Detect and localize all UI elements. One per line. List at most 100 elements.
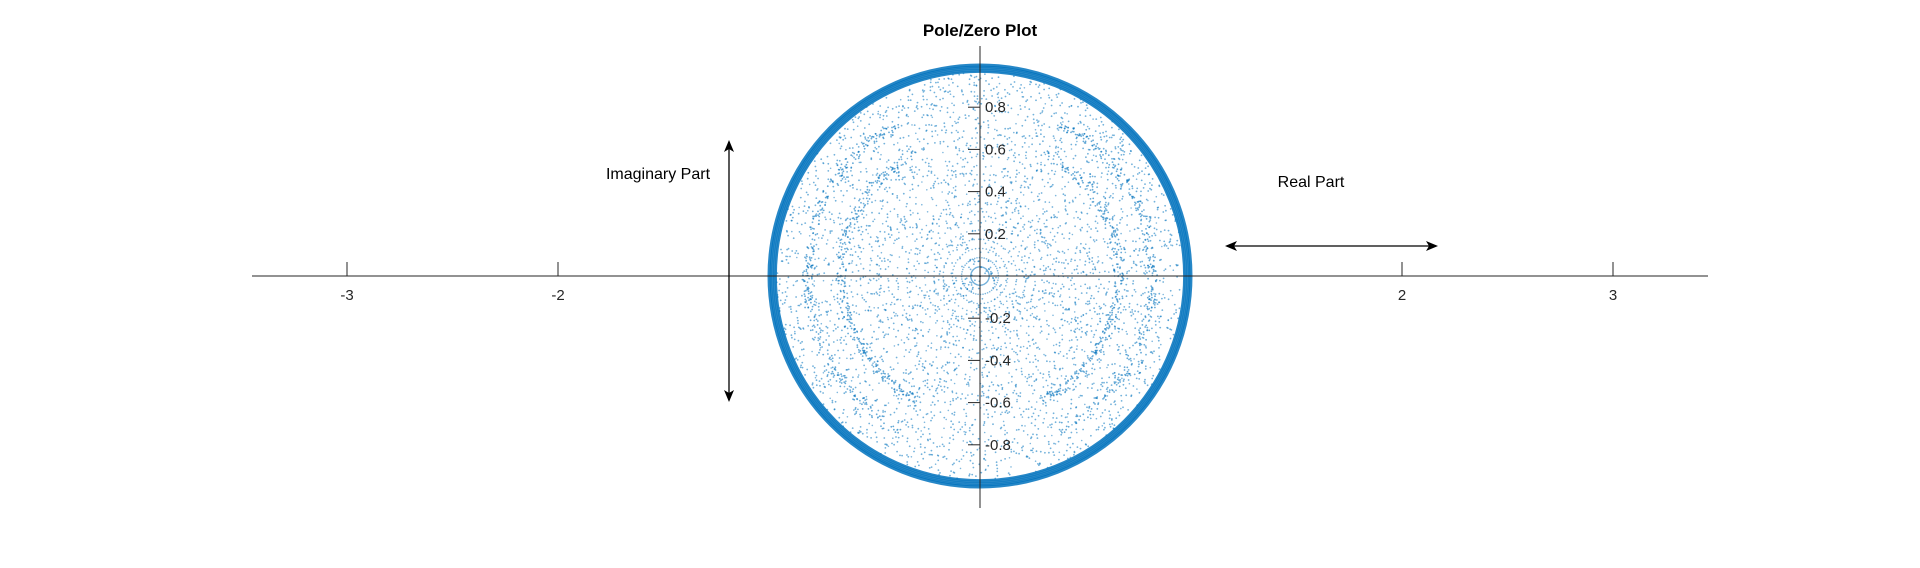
- pole-zero-marker: [1099, 147, 1101, 150]
- pole-zero-marker: [1084, 403, 1086, 406]
- pole-zero-marker: [1085, 104, 1088, 107]
- pole-zero-marker: [1059, 225, 1062, 227]
- pole-zero-marker: [1123, 246, 1125, 249]
- pole-zero-marker: [920, 236, 923, 239]
- pole-zero-marker: [1026, 301, 1028, 304]
- pole-zero-marker: [1142, 333, 1145, 336]
- pole-zero-marker: [835, 277, 838, 280]
- pole-zero-marker: [970, 210, 973, 213]
- pole-zero-marker: [958, 204, 960, 207]
- pole-zero-marker: [954, 189, 957, 192]
- pole-zero-marker: [1109, 306, 1112, 308]
- pole-zero-marker: [1092, 148, 1095, 151]
- pole-zero-marker: [860, 353, 862, 355]
- pole-zero-marker: [991, 272, 993, 275]
- pole-zero-marker: [1005, 226, 1007, 229]
- pole-zero-marker: [995, 461, 998, 464]
- pole-zero-marker: [865, 228, 868, 231]
- pole-zero-marker: [902, 192, 905, 195]
- pole-zero-marker: [985, 234, 987, 237]
- pole-zero-marker: [791, 205, 794, 208]
- pole-zero-marker: [910, 418, 913, 420]
- pole-zero-marker: [1113, 234, 1116, 237]
- pole-zero-marker: [1007, 260, 1010, 263]
- pole-zero-marker: [894, 315, 896, 317]
- pole-zero-marker: [920, 290, 923, 292]
- pole-zero-marker: [998, 223, 1001, 226]
- pole-zero-marker: [910, 169, 913, 171]
- pole-zero-marker: [1025, 157, 1028, 160]
- pole-zero-marker: [987, 396, 990, 399]
- pole-zero-marker: [1072, 157, 1075, 160]
- pole-zero-marker: [1000, 284, 1002, 286]
- pole-zero-marker: [1000, 206, 1003, 209]
- pole-zero-marker: [1111, 157, 1113, 160]
- pole-zero-marker: [921, 228, 923, 231]
- pole-zero-marker: [918, 218, 921, 220]
- pole-zero-marker: [1111, 423, 1114, 425]
- pole-zero-marker: [1003, 395, 1006, 398]
- pole-zero-marker: [1089, 135, 1091, 137]
- pole-zero-marker: [1013, 416, 1016, 419]
- pole-zero-marker: [876, 441, 878, 443]
- pole-zero-marker: [835, 162, 838, 165]
- pole-zero-marker: [941, 365, 944, 367]
- pole-zero-marker: [1175, 243, 1178, 246]
- pole-zero-marker: [939, 109, 942, 112]
- pole-zero-marker: [1117, 151, 1120, 154]
- pole-zero-marker: [851, 151, 854, 154]
- pole-zero-marker: [1058, 251, 1061, 253]
- pole-zero-marker: [1119, 267, 1121, 270]
- pole-zero-marker: [1116, 253, 1119, 256]
- pole-zero-marker: [1118, 298, 1121, 300]
- pole-zero-marker: [1073, 357, 1076, 359]
- pole-zero-marker: [963, 266, 965, 269]
- pole-zero-marker: [1083, 350, 1086, 353]
- pole-zero-marker: [1093, 240, 1096, 243]
- pole-zero-marker: [790, 311, 793, 313]
- pole-zero-marker: [819, 209, 822, 211]
- pole-zero-marker: [1104, 158, 1106, 161]
- pole-zero-marker: [1106, 254, 1108, 257]
- pole-zero-marker: [1084, 109, 1087, 112]
- pole-zero-marker: [991, 95, 993, 97]
- pole-zero-marker: [1088, 300, 1091, 303]
- pole-zero-marker: [953, 411, 956, 414]
- pole-zero-marker: [953, 323, 955, 326]
- pole-zero-marker: [996, 467, 999, 470]
- pole-zero-marker: [982, 173, 985, 176]
- pole-zero-marker: [1016, 329, 1018, 332]
- pole-zero-marker: [1099, 415, 1102, 418]
- pole-zero-marker: [846, 171, 848, 173]
- pole-zero-marker: [902, 305, 904, 307]
- pole-zero-marker: [902, 136, 905, 139]
- pole-zero-marker: [977, 304, 980, 307]
- pole-zero-marker: [998, 317, 1000, 319]
- pole-zero-marker: [1101, 336, 1104, 339]
- pole-zero-marker: [879, 174, 881, 177]
- pole-zero-marker: [893, 328, 895, 331]
- pole-zero-marker: [953, 369, 956, 372]
- pole-zero-marker: [835, 253, 838, 256]
- pole-zero-marker: [958, 421, 961, 423]
- pole-zero-marker: [1110, 241, 1112, 244]
- pole-zero-marker: [1102, 351, 1105, 353]
- pole-zero-marker: [812, 386, 815, 389]
- pole-zero-marker: [1042, 269, 1045, 272]
- pole-zero-marker: [945, 303, 948, 305]
- pole-zero-marker: [871, 201, 873, 204]
- pole-zero-marker: [829, 232, 832, 234]
- pole-zero-marker: [898, 393, 900, 396]
- pole-zero-marker: [964, 286, 967, 289]
- pole-zero-marker: [1046, 323, 1048, 326]
- pole-zero-marker: [956, 244, 959, 247]
- pole-zero-marker: [1031, 219, 1034, 222]
- pole-zero-marker: [1019, 230, 1022, 233]
- pole-zero-marker: [840, 375, 843, 378]
- pole-zero-marker: [939, 348, 942, 350]
- pole-zero-marker: [836, 139, 838, 142]
- pole-zero-marker: [1137, 310, 1140, 313]
- pole-zero-marker: [796, 256, 798, 259]
- pole-zero-marker: [811, 227, 814, 230]
- pole-zero-marker: [1111, 182, 1114, 185]
